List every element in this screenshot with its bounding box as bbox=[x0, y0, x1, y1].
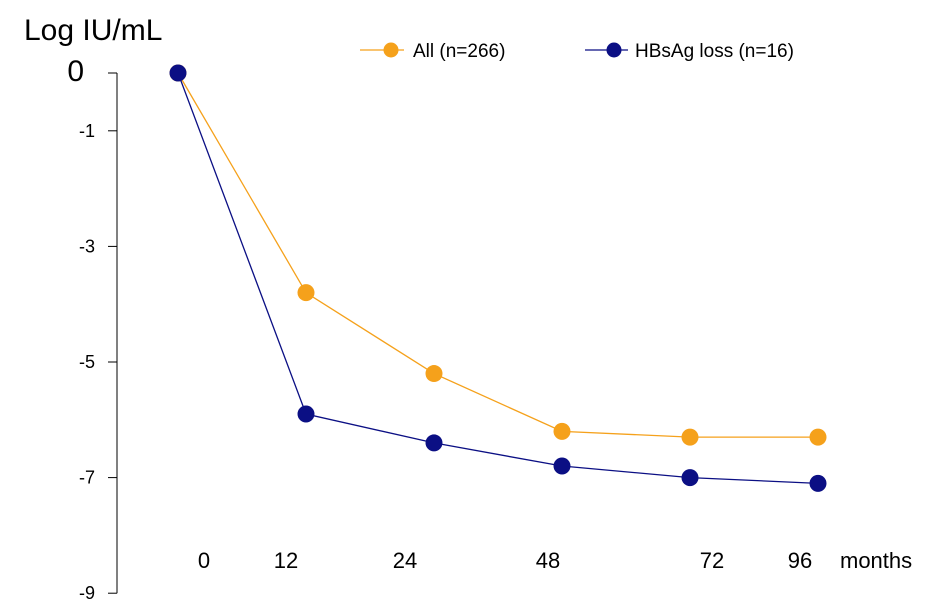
y-tick-label: -7 bbox=[79, 468, 95, 488]
y-tick-label: -3 bbox=[79, 236, 95, 256]
series-1 bbox=[169, 64, 827, 446]
x-tick-label: 48 bbox=[536, 548, 560, 573]
series-2 bbox=[169, 64, 827, 492]
legend-marker bbox=[606, 42, 622, 58]
data-point bbox=[425, 365, 443, 383]
x-tick-label: 0 bbox=[198, 548, 210, 573]
legend-item: All (n=266) bbox=[360, 41, 505, 62]
legend-label: All (n=266) bbox=[413, 41, 505, 62]
x-ticks: 0 12 24 48 72 96 bbox=[198, 548, 812, 573]
x-tick-label: 12 bbox=[274, 548, 298, 573]
data-point bbox=[297, 284, 315, 302]
y-ticks: 0 -1 -3 -5 -7 -9 bbox=[67, 55, 117, 603]
series-line bbox=[177, 72, 819, 485]
data-point bbox=[297, 405, 315, 423]
legend: All (n=266) HBsAg loss (n=16) bbox=[360, 41, 794, 62]
series-layer bbox=[169, 64, 827, 492]
series-line bbox=[177, 72, 818, 438]
data-point bbox=[425, 434, 443, 452]
data-point bbox=[809, 474, 827, 492]
data-point bbox=[169, 64, 187, 82]
data-point bbox=[681, 469, 699, 487]
x-tick-label: 72 bbox=[700, 548, 724, 573]
data-point bbox=[553, 422, 571, 440]
y-tick-label: 0 bbox=[67, 55, 84, 88]
x-axis-title: months bbox=[840, 548, 912, 573]
legend-label: HBsAg loss (n=16) bbox=[635, 41, 794, 62]
y-axis-title: Log IU/mL bbox=[24, 14, 162, 47]
axes: 0 -1 -3 -5 -7 -9 0 12 24 48 72 96 bbox=[67, 55, 812, 603]
data-point bbox=[681, 428, 699, 446]
data-point bbox=[553, 457, 571, 475]
y-tick-label: -1 bbox=[79, 121, 95, 141]
data-point bbox=[809, 428, 827, 446]
x-tick-label: 24 bbox=[393, 548, 417, 573]
y-tick-label: -9 bbox=[79, 583, 95, 603]
x-tick-label: 96 bbox=[788, 548, 812, 573]
y-tick-label: -5 bbox=[79, 352, 95, 372]
legend-marker bbox=[383, 42, 399, 58]
legend-item: HBsAg loss (n=16) bbox=[585, 41, 794, 62]
